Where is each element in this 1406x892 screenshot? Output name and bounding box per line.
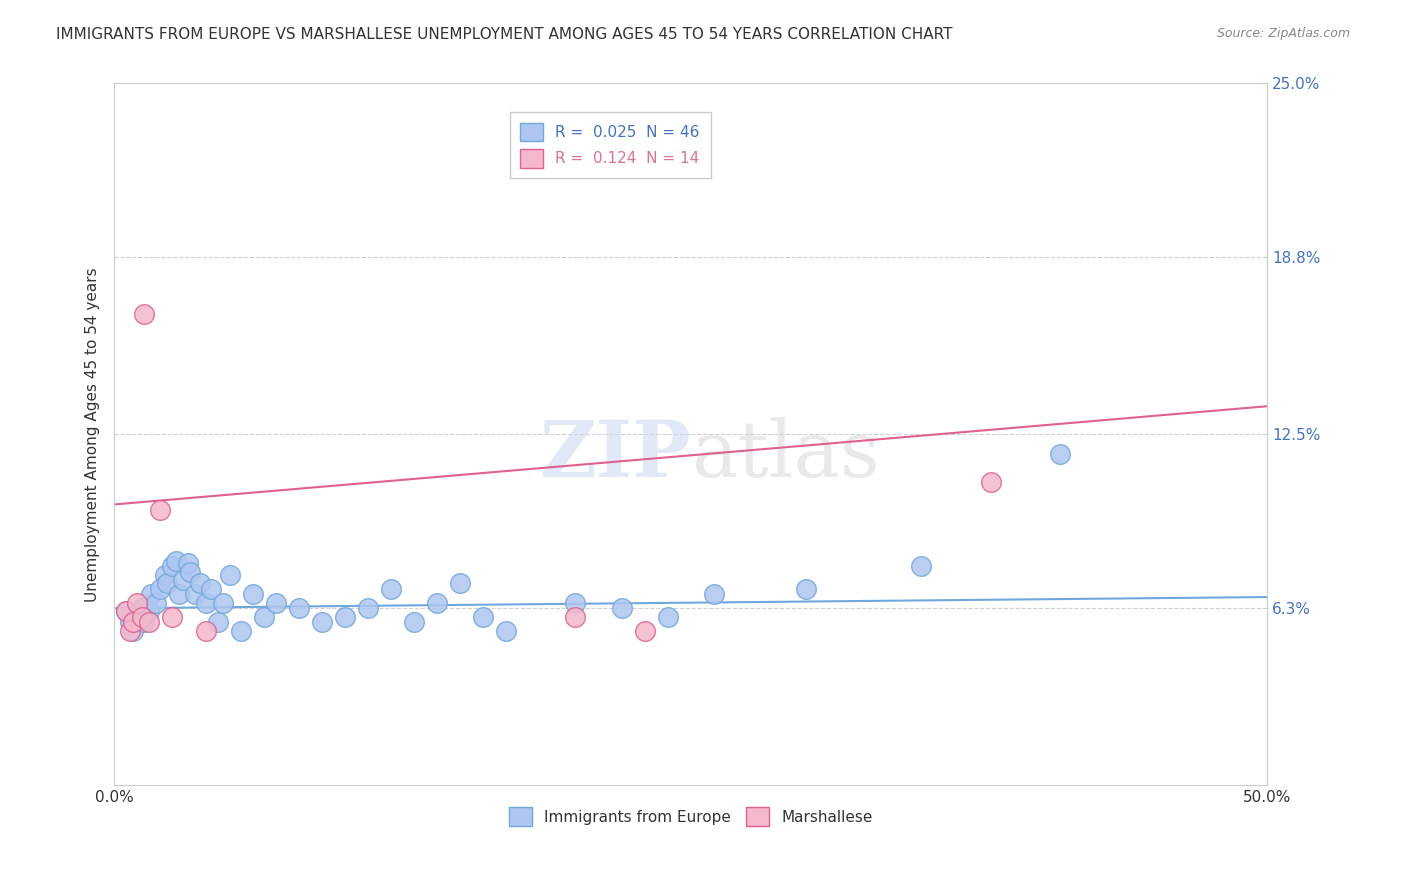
Point [179,565,201,579]
Point [610,601,633,615]
Point [138,604,160,618]
Point [127,609,149,624]
Point [229,624,252,638]
Point [172,573,194,587]
Point [657,609,679,624]
Point [218,567,240,582]
Point [120,624,142,638]
Point [114,604,136,618]
Legend: Immigrants from Europe, Marshallese: Immigrants from Europe, Marshallese [502,799,880,834]
Point [195,596,218,610]
Point [380,582,402,596]
Point [166,553,188,567]
Text: atlas: atlas [690,417,880,493]
Point [200,582,222,596]
Point [167,587,190,601]
Point [910,559,932,574]
Point [564,596,586,610]
Point [139,587,162,601]
Text: IMMIGRANTS FROM EUROPE VS MARSHALLESE UNEMPLOYMENT AMONG AGES 45 TO 54 YEARS COR: IMMIGRANTS FROM EUROPE VS MARSHALLESE UN… [56,27,953,42]
Point [184,587,207,601]
Point [131,609,153,624]
Point [177,557,200,571]
Point [449,576,471,591]
Point [153,567,176,582]
Point [127,596,149,610]
Point [634,624,657,638]
Point [287,601,309,615]
Point [519,132,541,146]
Point [149,503,172,517]
Point [402,615,425,630]
Point [333,609,356,624]
Point [121,624,143,638]
Point [188,576,211,591]
Point [980,475,1002,489]
Point [156,576,179,591]
Point [242,587,264,601]
Point [211,596,233,610]
Point [195,624,218,638]
Point [264,596,287,610]
Point [160,559,183,574]
Point [120,615,142,630]
Point [134,307,156,321]
Point [253,609,276,624]
Point [145,596,167,610]
Text: ZIP: ZIP [540,417,690,493]
Point [134,615,156,630]
Point [311,615,333,630]
Point [495,624,517,638]
Point [472,609,495,624]
Point [426,596,449,610]
Point [149,582,172,596]
Point [121,615,143,630]
Point [1049,447,1071,461]
Text: Source: ZipAtlas.com: Source: ZipAtlas.com [1216,27,1350,40]
Point [138,615,160,630]
Point [114,604,136,618]
Point [160,609,183,624]
Point [207,615,229,630]
Point [131,601,153,615]
Y-axis label: Unemployment Among Ages 45 to 54 years: Unemployment Among Ages 45 to 54 years [86,267,100,601]
Point [703,587,725,601]
Point [794,582,817,596]
Point [564,609,586,624]
Point [357,601,380,615]
